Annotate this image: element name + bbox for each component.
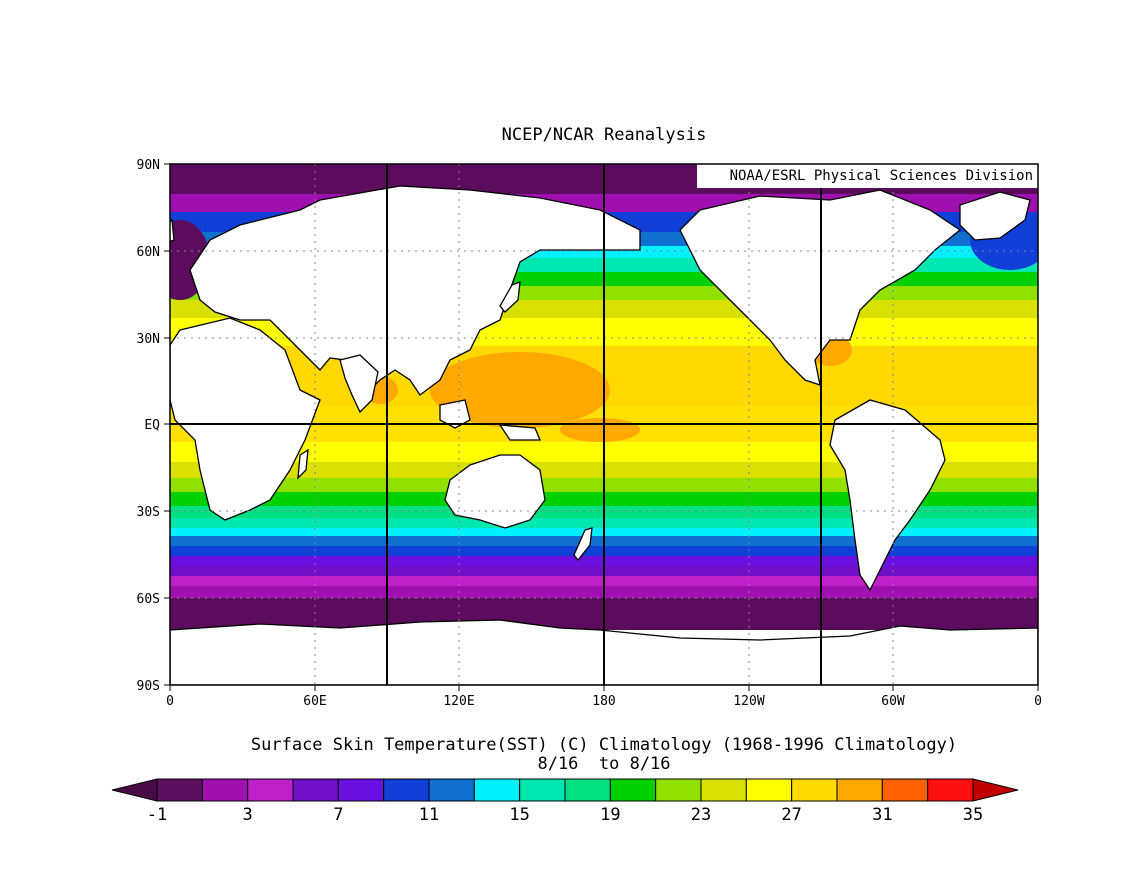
colorbar-cell	[247, 778, 294, 802]
colorbar-cell	[201, 778, 249, 802]
lat-label-60s: 60S	[137, 592, 160, 607]
map-area	[170, 164, 1038, 685]
colorbar-label: 11	[419, 805, 439, 825]
australia-land	[444, 454, 546, 529]
greenland-land	[959, 191, 1031, 241]
lat-label-eq: EQ	[144, 418, 160, 433]
colorbar-label: 19	[600, 805, 620, 825]
credit-text: NOAA/ESRL Physical Sciences Division	[730, 168, 1033, 184]
japan-land	[499, 281, 521, 313]
lon-label-0-right: 0	[1034, 694, 1042, 709]
colorbar-cell	[881, 778, 929, 802]
credit-box	[697, 164, 1038, 188]
lat-labels: 90N 60N 30N EQ 30S 60S 90S	[137, 158, 161, 694]
colorbar-cell	[428, 778, 475, 802]
india-land	[339, 354, 379, 414]
new-zealand-land	[573, 527, 593, 562]
colorbar-label: 23	[691, 805, 711, 825]
colorbar-cell	[836, 778, 883, 802]
colorbar-label: 3	[243, 805, 253, 825]
axis-ticks	[164, 163, 1039, 691]
colorbar-label: 31	[872, 805, 892, 825]
madagascar-land	[297, 448, 309, 480]
lat-label-30s: 30S	[137, 505, 160, 520]
colorbar-cell	[156, 778, 203, 802]
colorbar-cell	[564, 778, 611, 802]
colorbar-cell	[383, 778, 430, 802]
colorbar-label: 7	[333, 805, 343, 825]
chart-title: NCEP/NCAR Reanalysis	[502, 125, 707, 145]
colorbar-cell	[791, 778, 838, 802]
colorbar-label: 35	[963, 805, 983, 825]
lat-label-90s: 90S	[137, 679, 160, 694]
colorbar-label: -1	[147, 805, 167, 825]
lon-label-60e: 60E	[303, 694, 326, 709]
lon-label-0-left: 0	[166, 694, 174, 709]
colorbar-label: 27	[781, 805, 801, 825]
date-range: 8/16 to 8/16	[537, 754, 670, 774]
major-lines	[170, 164, 1038, 685]
lon-label-60w: 60W	[881, 694, 905, 709]
colorbar-cap-low	[111, 778, 158, 802]
colorbar: -1 3 7 11 15 19 23 27 31 35	[111, 778, 1019, 825]
eurasia-land	[189, 185, 641, 402]
lon-label-120w: 120W	[733, 694, 764, 709]
map-subtitle: Surface Skin Temperature(SST) (C) Climat…	[251, 735, 957, 755]
new-guinea-land	[498, 424, 541, 441]
colorbar-cell	[745, 778, 793, 802]
colorbar-cap-high	[972, 778, 1019, 802]
colorbar-cell	[337, 778, 385, 802]
colorbar-cell	[609, 778, 657, 802]
colorbar-label: 15	[509, 805, 529, 825]
colorbar-cell	[292, 778, 339, 802]
lon-labels: 0 60E 120E 180 120W 60W 0	[166, 694, 1042, 709]
lon-label-120e: 120E	[443, 694, 474, 709]
lat-label-30n: 30N	[137, 332, 160, 347]
africa-land	[170, 317, 321, 521]
colorbar-cell	[519, 778, 566, 802]
colorbar-cell	[655, 778, 702, 802]
lon-label-180: 180	[592, 694, 615, 709]
colorbar-cell	[473, 778, 521, 802]
colorbar-cell	[700, 778, 747, 802]
lat-label-90n: 90N	[137, 158, 160, 173]
colorbar-cell	[927, 778, 974, 802]
uk-land	[170, 218, 175, 243]
lat-label-60n: 60N	[137, 245, 160, 260]
